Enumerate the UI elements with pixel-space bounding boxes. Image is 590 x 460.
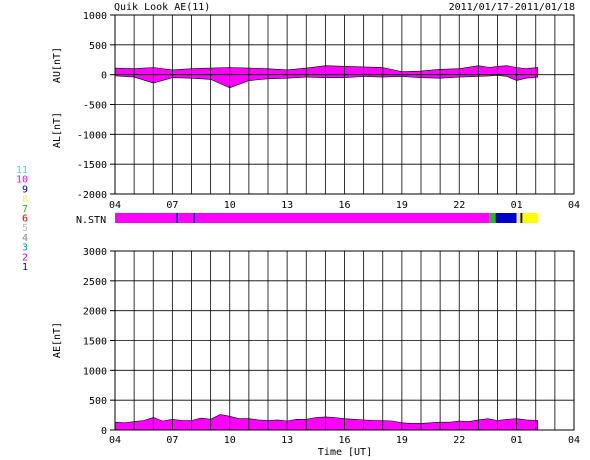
station-bar-segment [522,213,538,223]
ae-x-ticks: 04 07 10 13 16 19 22 01 04 [109,435,580,446]
station-legend-item: 5 [22,223,28,234]
ae-axis-label: AE[nT] [52,322,63,358]
station-legend-item: 6 [22,214,28,225]
y-tick-label: -2000 [77,190,107,201]
au-al-panel: 1000 500 0 -500 -1000 -1500 -2000 04 07 10 13 16 19… [52,11,580,211]
date-range: 2011/01/17-2011/01/18 [449,2,575,13]
time-axis-label: Time [UT] [318,447,372,458]
station-bar-label: N.STN [76,215,106,226]
station-legend-item: 7 [22,204,28,215]
y-tick-label: 1500 [83,337,107,348]
station-bar-segments [115,213,538,223]
x-tick-label: 22 [453,200,465,211]
au-axis-label: AU[nT] [52,47,63,83]
x-tick-label: 10 [224,200,236,211]
au-al-x-ticks: 04 07 10 13 16 19 22 01 04 [109,200,580,211]
x-tick-label: 19 [396,435,408,446]
x-tick-label: 04 [109,435,121,446]
y-tick-label: -500 [83,101,107,112]
station-legend-item: 8 [22,194,28,205]
ae-series-area [114,414,539,431]
al-axis-label: AL[nT] [52,112,63,148]
y-tick-label: 1000 [83,366,107,377]
station-legend-item: 1 [22,262,28,273]
y-tick-label: 0 [101,71,107,82]
station-legend-item: 11 [16,165,28,176]
y-tick-label: -1500 [77,160,107,171]
au-al-y-ticks: 1000 500 0 -500 -1000 -1500 -2000 [77,11,115,201]
station-bar-panel: N.STN [76,213,538,226]
x-tick-label: 10 [224,435,236,446]
x-tick-label: 19 [396,200,408,211]
x-tick-label: 01 [511,200,523,211]
station-legend-item: 2 [22,252,28,263]
station-legend-item: 9 [22,184,28,195]
x-tick-label: 07 [166,435,178,446]
al-series-area [114,74,539,89]
y-tick-label: 3000 [83,247,107,258]
x-tick-label: 04 [109,200,121,211]
station-bar-segment [115,213,177,223]
station-bar-segment [176,213,179,223]
station-bar-segment [516,213,521,223]
y-tick-label: 500 [89,396,107,407]
y-tick-label: -1000 [77,130,107,141]
x-tick-label: 22 [453,435,465,446]
station-legend-item: 3 [22,243,28,254]
ae-grid [115,251,574,430]
ae-y-ticks: 3000 2500 2000 1500 1000 500 0 [83,247,115,437]
x-tick-label: 13 [281,435,293,446]
x-tick-label: 13 [281,200,293,211]
station-bar-segment [193,213,196,223]
x-tick-label: 04 [568,200,580,211]
x-tick-label: 16 [338,435,350,446]
station-bar-segment [495,213,517,223]
station-bar-segment [195,213,490,223]
y-tick-label: 0 [101,426,107,437]
y-tick-label: 500 [89,41,107,52]
x-tick-label: 16 [338,200,350,211]
au-al-fill-layer [114,65,539,89]
au-series-area [114,65,539,75]
y-tick-label: 1000 [83,11,107,22]
x-tick-label: 07 [166,200,178,211]
au-al-grid [115,15,574,194]
ae-fill-layer [114,414,539,431]
y-tick-label: 2000 [83,307,107,318]
chart-title: Quik Look AE(11) [114,2,210,13]
x-tick-label: 04 [568,435,580,446]
station-bar-segment [489,213,496,223]
station-bar-segment [178,213,194,223]
x-tick-label: 01 [511,435,523,446]
station-bar-segment [520,213,523,223]
station-legend-item: 4 [22,233,28,244]
station-legend-item: 10 [16,175,28,186]
y-tick-label: 2500 [83,277,107,288]
